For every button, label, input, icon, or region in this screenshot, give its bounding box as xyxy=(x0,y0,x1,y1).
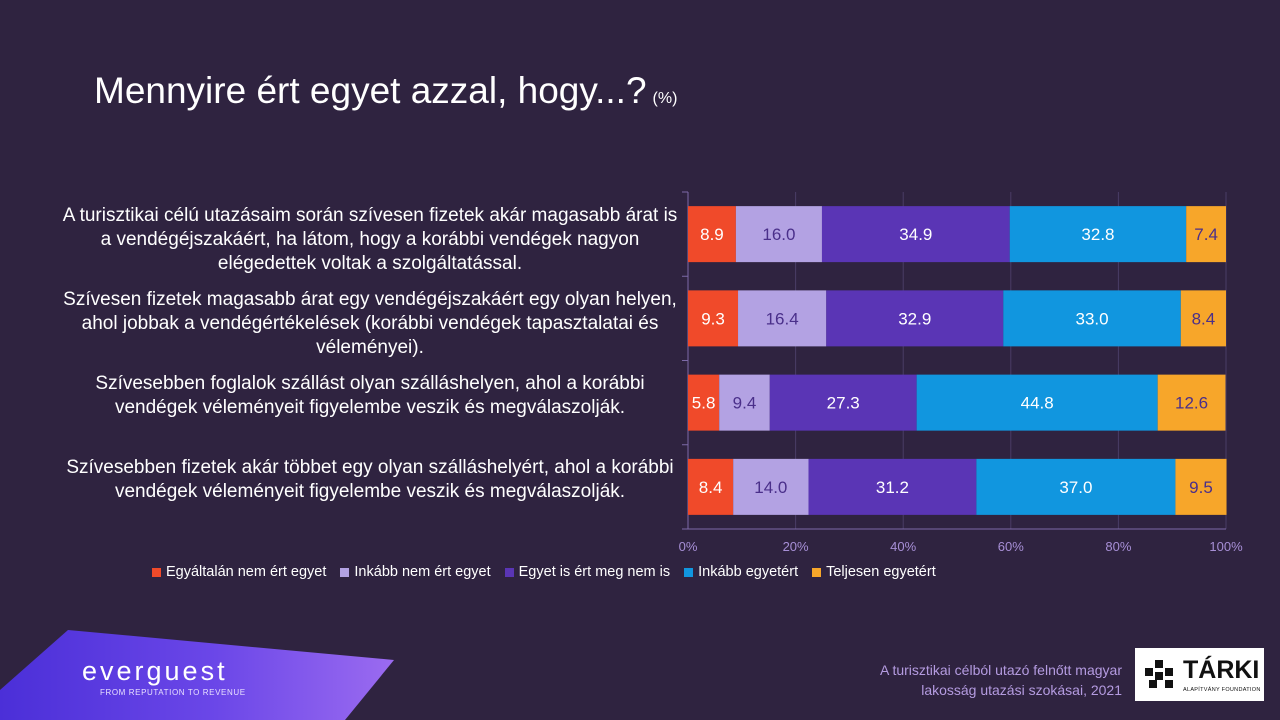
bar-segment xyxy=(688,374,720,431)
data-label: 9.5 xyxy=(1189,478,1213,497)
legend-item: Inkább nem ért egyet xyxy=(340,564,491,580)
row-label-1: A turisztikai célú utazásaim során szíve… xyxy=(62,205,678,274)
row-label-4: Szívesebben fizetek akár többet egy olya… xyxy=(66,457,674,502)
legend-label: Inkább egyetért xyxy=(698,564,799,580)
chart-title: Mennyire ért egyet azzal, hogy...? (%) xyxy=(94,70,677,112)
data-label: 8.4 xyxy=(699,478,723,497)
bar-segment xyxy=(916,374,1158,431)
data-label: 27.3 xyxy=(827,394,860,413)
bar-segment xyxy=(1175,458,1227,515)
legend-item: Egyáltalán nem ért egyet xyxy=(152,564,326,580)
data-label: 44.8 xyxy=(1021,394,1054,413)
bar-segment xyxy=(1009,206,1187,263)
bar-segment xyxy=(688,458,734,515)
chart-title-unit: (%) xyxy=(652,90,678,107)
x-tick-label: 60% xyxy=(998,539,1024,554)
source-line-1: A turisztikai célból utazó felnőtt magya… xyxy=(879,662,1122,678)
legend-label: Egyáltalán nem ért egyet xyxy=(166,564,327,580)
chart-legend: Egyáltalán nem ért egyet Inkább nem ért e… xyxy=(152,564,936,580)
source-line-2: lakosság utazási szokásai, 2021 xyxy=(921,682,1122,698)
legend-label: Inkább nem ért egyet xyxy=(354,564,491,580)
data-label: 31.2 xyxy=(876,478,909,497)
bar-segment xyxy=(688,290,739,347)
data-label: 9.4 xyxy=(733,394,757,413)
bar-segment xyxy=(1186,206,1226,263)
x-tick-label: 100% xyxy=(1209,539,1243,554)
bar-segment xyxy=(719,374,770,431)
bar-segment xyxy=(976,458,1176,515)
tarki-logo-subtitle: ALAPÍTVÁNY FOUNDATION xyxy=(1183,687,1261,693)
legend-item: Egyet is ért meg nem is xyxy=(504,564,671,580)
legend-swatch xyxy=(340,567,350,577)
x-tick-label: 40% xyxy=(890,539,916,554)
bar-segment xyxy=(733,458,809,515)
data-label: 32.8 xyxy=(1081,225,1114,244)
brand-banner xyxy=(0,630,394,720)
x-tick-label: 80% xyxy=(1105,539,1131,554)
bar-segment xyxy=(1003,290,1181,347)
legend-swatch xyxy=(504,567,514,577)
data-label: 8.4 xyxy=(1192,309,1216,328)
data-label: 37.0 xyxy=(1059,478,1092,497)
bar-segment xyxy=(1180,290,1226,347)
brand-tagline: FROM REPUTATION TO REVENUE xyxy=(100,688,246,697)
legend-label: Egyet is ért meg nem is xyxy=(518,564,671,580)
data-label: 34.9 xyxy=(899,225,932,244)
bar-segment xyxy=(1157,374,1226,431)
data-label: 8.9 xyxy=(700,225,724,244)
data-label: 33.0 xyxy=(1075,309,1108,328)
legend-label: Teljesen egyetért xyxy=(826,564,936,580)
bar-segment xyxy=(735,206,822,263)
legend-swatch xyxy=(812,567,822,577)
tarki-logo: TÁRKI ALAPÍTVÁNY FOUNDATION xyxy=(1135,648,1264,701)
chart-title-text: Mennyire ért egyet azzal, hogy...? xyxy=(94,70,647,111)
bar-segment xyxy=(688,206,736,263)
row-label-3: Szívesebben foglalok szállást olyan szál… xyxy=(95,373,645,418)
x-tick-label: 0% xyxy=(679,539,698,554)
data-label: 16.4 xyxy=(766,309,799,328)
data-label: 9.3 xyxy=(701,309,725,328)
legend-swatch xyxy=(152,567,161,577)
data-label: 16.0 xyxy=(762,225,795,244)
source-note: A turisztikai célból utazó felnőtt magya… xyxy=(792,660,1122,700)
brand-logo: everguest xyxy=(82,656,228,686)
data-label: 5.8 xyxy=(692,394,716,413)
x-tick-label: 20% xyxy=(783,539,809,554)
legend-item: Teljesen egyetért xyxy=(812,564,936,580)
legend-item: Inkább egyetért xyxy=(684,564,798,580)
data-label: 7.4 xyxy=(1194,225,1218,244)
bar-segment xyxy=(808,458,977,515)
tarki-mark-icon xyxy=(1145,660,1173,688)
row-label-2: Szívesen fizetek magasabb árat egy vendé… xyxy=(63,289,677,358)
tarki-logo-name: TÁRKI xyxy=(1183,656,1260,684)
bar-segment xyxy=(769,374,917,431)
bar-segment xyxy=(821,206,1010,263)
data-label: 14.0 xyxy=(754,478,787,497)
legend-swatch xyxy=(684,567,694,577)
data-label: 32.9 xyxy=(898,309,931,328)
bar-segment xyxy=(738,290,827,347)
data-label: 12.6 xyxy=(1175,394,1208,413)
bar-segment xyxy=(826,290,1004,347)
